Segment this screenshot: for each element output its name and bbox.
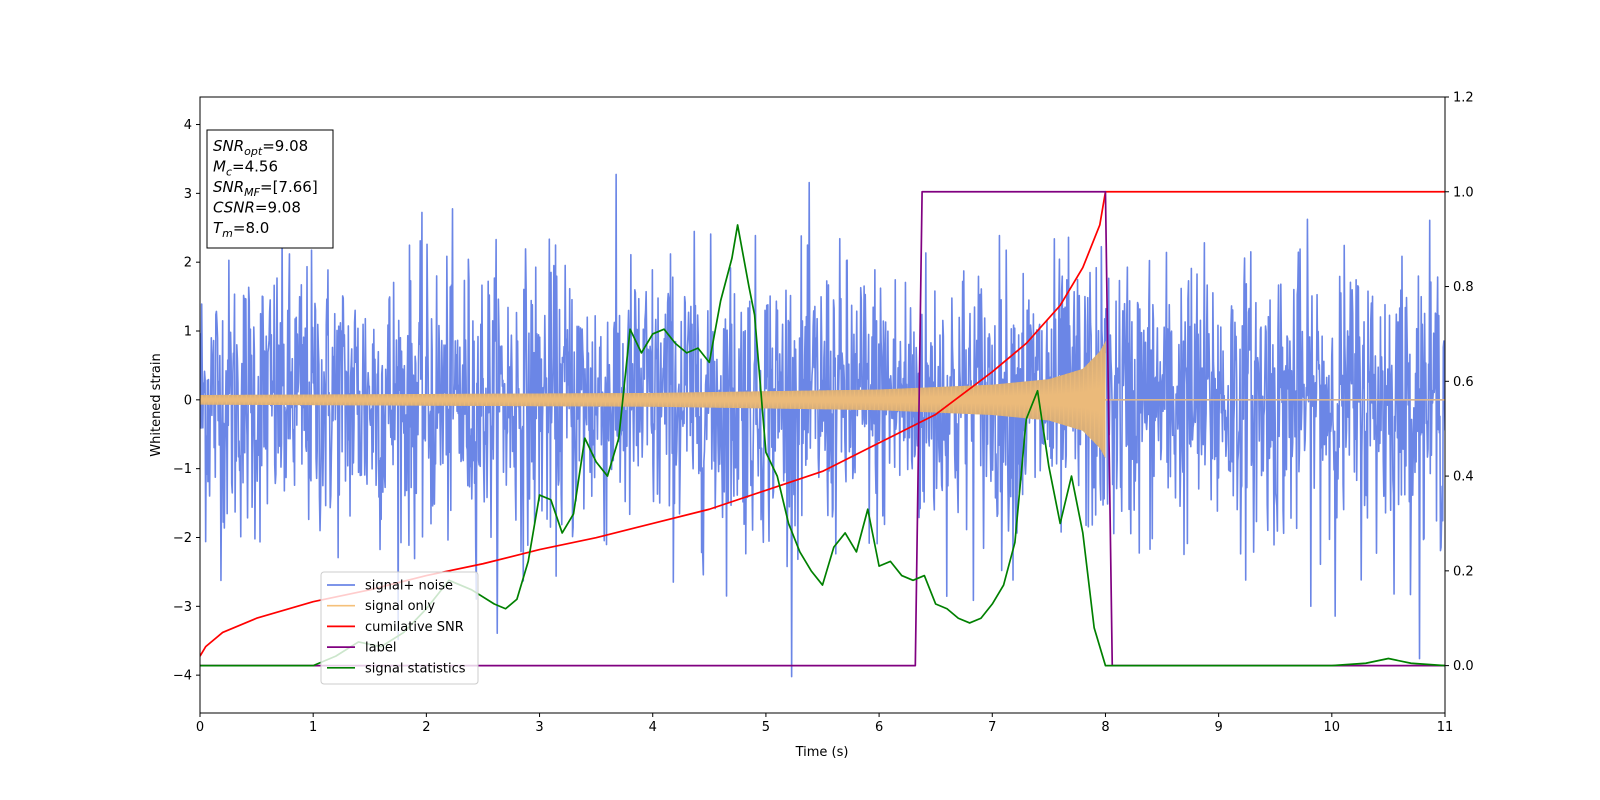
annotation-main: SNR [213,137,244,155]
x-tick-label: 1 [309,720,317,735]
y2-tick-label: 1.0 [1453,185,1474,200]
x-tick-label: 10 [1324,720,1341,735]
annotation-box: SNRopt=9.08Mc=4.56SNRMF=[7.66]CSNR=9.08T… [206,129,334,249]
y-tick-label: 1 [184,325,192,340]
y2-tick-label: 1.2 [1453,91,1474,106]
series-layer [200,173,1445,678]
y2-tick-label: 0.4 [1453,470,1474,485]
x-tick-label: 5 [762,720,770,735]
y-axis-left: −4 −3 −2 −1 0 1 2 3 4 [173,118,200,684]
y-axis-right: 0.0 0.2 0.4 0.6 0.8 1.0 1.2 [1445,91,1474,674]
y2-tick-label: 0.6 [1453,375,1474,390]
x-tick-label: 7 [988,720,996,735]
annotation-sub: MF [244,186,260,199]
legend-label: label [365,641,396,656]
legend: signal+ noise signal only cumilative SNR la… [320,571,479,685]
annotation-sub: c [226,166,232,179]
legend-label: cumilative SNR [365,620,464,635]
annotation-line: Tm=8.0 [213,219,269,240]
annotation-main: M [213,158,226,176]
x-tick-label: 2 [422,720,430,735]
legend-label: signal+ noise [365,579,453,594]
annotation-frame [206,129,334,249]
annotation-line: SNRopt=9.08 [213,137,308,158]
legend-label: signal statistics [365,661,466,676]
x-tick-label: 8 [1101,720,1109,735]
annotation-value: =9.08 [255,199,301,217]
annotation-value: =9.08 [262,137,308,155]
plot-frame [199,96,1446,714]
x-tick-label: 9 [1214,720,1222,735]
annotation-value: =[7.66] [260,178,318,196]
y-tick-label: 2 [184,256,192,271]
y-axis-label: Whitened strain [149,353,164,456]
x-tick-label: 11 [1437,720,1454,735]
annotation-line: SNRMF=[7.66] [213,178,318,199]
y-tick-label: 3 [184,187,192,202]
series-cumilative-snr [200,190,1445,657]
x-axis: 0 1 2 3 4 5 6 7 8 9 10 11 [196,713,1453,735]
y2-tick-label: 0.0 [1453,659,1474,674]
x-axis-label: Time (s) [795,745,849,760]
series-signal-statistics [200,224,1445,667]
annotation-line: CSNR=9.08 [213,199,301,217]
annotation-sub: m [222,227,233,240]
x-tick-label: 3 [535,720,543,735]
y-tick-label: −4 [173,669,192,684]
y-tick-label: 4 [184,118,192,133]
x-tick-label: 4 [649,720,657,735]
annotation-value: =8.0 [233,219,269,237]
annotation-main: CSNR [213,199,255,217]
annotation-main: T [213,219,224,237]
annotation-sub: opt [244,145,263,158]
annotation-main: SNR [213,178,244,196]
annotation-line: Mc=4.56 [213,158,278,179]
y-tick-label: −2 [173,531,192,546]
y-tick-label: 0 [184,393,192,408]
x-tick-label: 6 [875,720,883,735]
legend-label: signal only [365,599,435,614]
series-signal-only [200,341,1106,458]
y2-tick-label: 0.2 [1453,564,1474,579]
legend-frame [320,571,479,685]
y-tick-label: −1 [173,462,192,477]
y-tick-label: −3 [173,600,192,615]
annotation-value: =4.56 [232,158,278,176]
x-tick-label: 0 [196,720,204,735]
y2-tick-label: 0.8 [1453,280,1474,295]
